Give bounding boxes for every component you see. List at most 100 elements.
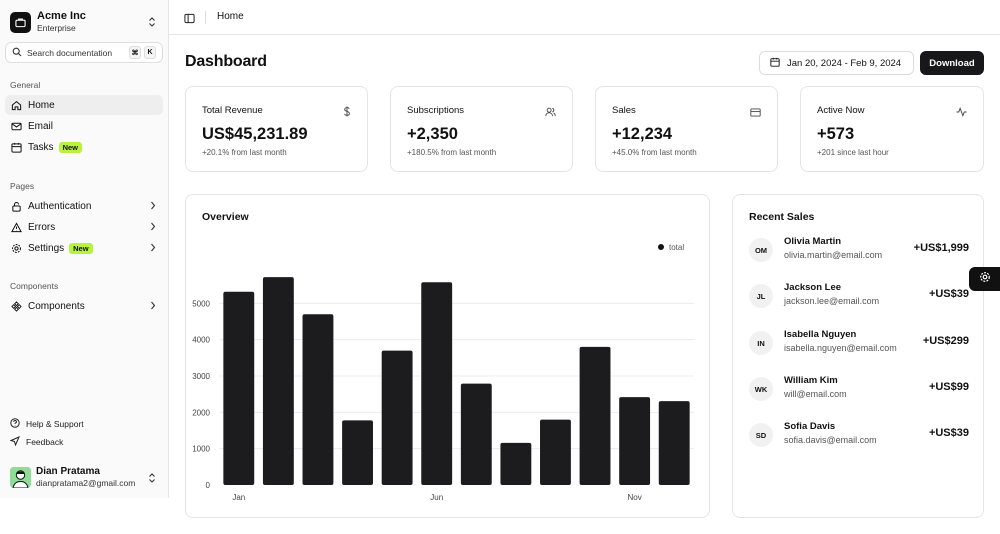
gear-icon xyxy=(10,242,22,254)
stat-title: Subscriptions xyxy=(407,105,465,116)
help-support-label: Help & Support xyxy=(26,419,84,429)
chevrons-up-down-icon xyxy=(148,15,156,33)
sidebar-item-label: Tasks xyxy=(28,141,54,153)
lock-icon xyxy=(10,200,22,212)
y-tick-label: 4000 xyxy=(192,336,210,345)
stat-change: +45.0% from last month xyxy=(612,148,697,157)
stat-card-active-now: Active Now +573 +201 since last hour xyxy=(800,86,984,172)
avatar: OM xyxy=(749,238,773,262)
chart-bar-nov[interactable] xyxy=(619,397,651,485)
kbd-command: ⌘ xyxy=(129,46,141,59)
chart-bar-aug[interactable] xyxy=(500,442,532,485)
gear-icon xyxy=(979,270,991,288)
help-icon xyxy=(10,418,20,430)
user-name: Dian Pratama xyxy=(36,465,100,477)
overview-card: Overview 0 1000 2000 3000 4000 5000 Jan Jun Nov t… xyxy=(185,194,710,518)
sale-amount: +US$1,999 xyxy=(913,242,969,254)
chart-bar-feb[interactable] xyxy=(262,277,294,485)
sidebar-item-settings[interactable]: Settings New xyxy=(5,238,163,258)
avatar: IN xyxy=(749,331,773,355)
list-item: WK William Kim will@email.com +US$99 xyxy=(749,375,969,405)
sidebar-toggle-icon[interactable] xyxy=(184,11,195,29)
sale-amount: +US$39 xyxy=(928,427,969,439)
top-bar: Home xyxy=(169,0,1000,35)
date-range-label: Jan 20, 2024 - Feb 9, 2024 xyxy=(787,57,902,69)
sidebar-item-tasks[interactable]: Tasks New xyxy=(5,137,163,157)
sidebar-item-authentication[interactable]: Authentication xyxy=(5,196,163,216)
customer-email: jackson.lee@email.com xyxy=(784,296,880,306)
stat-value: US$45,231.89 xyxy=(202,125,308,143)
section-label-general: General xyxy=(10,80,41,90)
user-menu[interactable]: Dian Pratama dianpratama2@gmail.com xyxy=(10,466,160,488)
stat-card-total-revenue: Total Revenue US$45,231.89 +20.1% from l… xyxy=(185,86,368,172)
customer-email: olivia.martin@email.com xyxy=(784,250,883,260)
sidebar-item-errors[interactable]: Errors xyxy=(5,217,163,237)
send-icon xyxy=(9,436,20,448)
search-icon xyxy=(12,44,22,62)
list-item: SD Sofia Davis sofia.davis@email.com +US… xyxy=(749,421,969,451)
avatar: SD xyxy=(749,423,773,447)
feedback-link[interactable]: Feedback xyxy=(9,436,63,448)
chevron-right-icon xyxy=(150,201,156,213)
list-item: OM Olivia Martin olivia.martin@email.com… xyxy=(749,236,969,266)
components-icon xyxy=(10,300,22,312)
sale-amount: +US$39 xyxy=(928,288,969,300)
list-item: JL Jackson Lee jackson.lee@email.com +US… xyxy=(749,282,969,312)
stat-change: +201 since last hour xyxy=(817,148,889,157)
stat-value: +12,234 xyxy=(612,125,673,143)
x-tick-label: Nov xyxy=(628,493,642,502)
sidebar: Acme Inc Enterprise Search documentation… xyxy=(0,0,169,498)
new-badge: New xyxy=(69,242,93,254)
chevron-right-icon xyxy=(150,301,156,313)
overview-title: Overview xyxy=(202,211,249,223)
calendar-icon xyxy=(10,141,22,153)
y-tick-label: 1000 xyxy=(192,445,210,454)
header-divider xyxy=(205,11,206,24)
calendar-icon xyxy=(770,57,780,70)
download-button[interactable]: Download xyxy=(920,51,984,75)
sidebar-item-label: Settings xyxy=(28,242,65,254)
sale-amount: +US$99 xyxy=(928,381,969,393)
stat-value: +2,350 xyxy=(407,125,458,143)
customer-name: Jackson Lee xyxy=(784,282,842,293)
sidebar-item-label: Components xyxy=(28,300,85,312)
date-range-picker[interactable]: Jan 20, 2024 - Feb 9, 2024 xyxy=(759,51,914,75)
stat-change: +180.5% from last month xyxy=(407,148,497,157)
sidebar-item-label: Errors xyxy=(28,221,56,233)
chart-bar-mar[interactable] xyxy=(302,314,334,485)
users-icon xyxy=(545,104,556,122)
breadcrumb[interactable]: Home xyxy=(217,11,244,22)
chart-bar-jun[interactable] xyxy=(421,282,453,485)
team-plan: Enterprise xyxy=(37,23,76,34)
customer-email: isabella.nguyen@email.com xyxy=(784,343,897,353)
chart-bar-jul[interactable] xyxy=(460,383,492,485)
sidebar-item-components[interactable]: Components xyxy=(5,296,163,316)
chart-bar-may[interactable] xyxy=(381,350,413,485)
y-tick-label: 0 xyxy=(206,481,211,490)
customer-name: Olivia Martin xyxy=(784,236,842,247)
dollar-icon xyxy=(343,104,351,122)
chevron-right-icon xyxy=(150,243,156,255)
chart-bar-sep[interactable] xyxy=(540,419,571,485)
theme-settings-button[interactable] xyxy=(969,267,1000,291)
section-label-pages: Pages xyxy=(10,181,35,191)
sale-amount: +US$299 xyxy=(922,335,969,347)
sidebar-item-label: Home xyxy=(28,99,55,111)
search-input[interactable]: Search documentation ⌘ K xyxy=(5,42,163,63)
chart-bar-apr[interactable] xyxy=(342,420,373,485)
warning-icon xyxy=(10,221,22,233)
stat-title: Total Revenue xyxy=(202,105,263,116)
sidebar-item-label: Email xyxy=(28,120,54,132)
sidebar-item-home[interactable]: Home xyxy=(5,95,163,115)
x-tick-label: Jan xyxy=(232,493,245,502)
sidebar-item-email[interactable]: Email xyxy=(5,116,163,136)
briefcase-icon xyxy=(10,11,31,33)
mail-icon xyxy=(10,120,22,132)
help-support-link[interactable]: Help & Support xyxy=(10,418,84,430)
team-switcher[interactable]: Acme Inc Enterprise xyxy=(10,10,160,34)
stat-title: Sales xyxy=(612,105,636,116)
chart-bar-jan[interactable] xyxy=(223,291,255,485)
chart-bar-dec[interactable] xyxy=(658,401,690,485)
avatar xyxy=(10,466,31,488)
chart-bar-oct[interactable] xyxy=(579,346,611,485)
